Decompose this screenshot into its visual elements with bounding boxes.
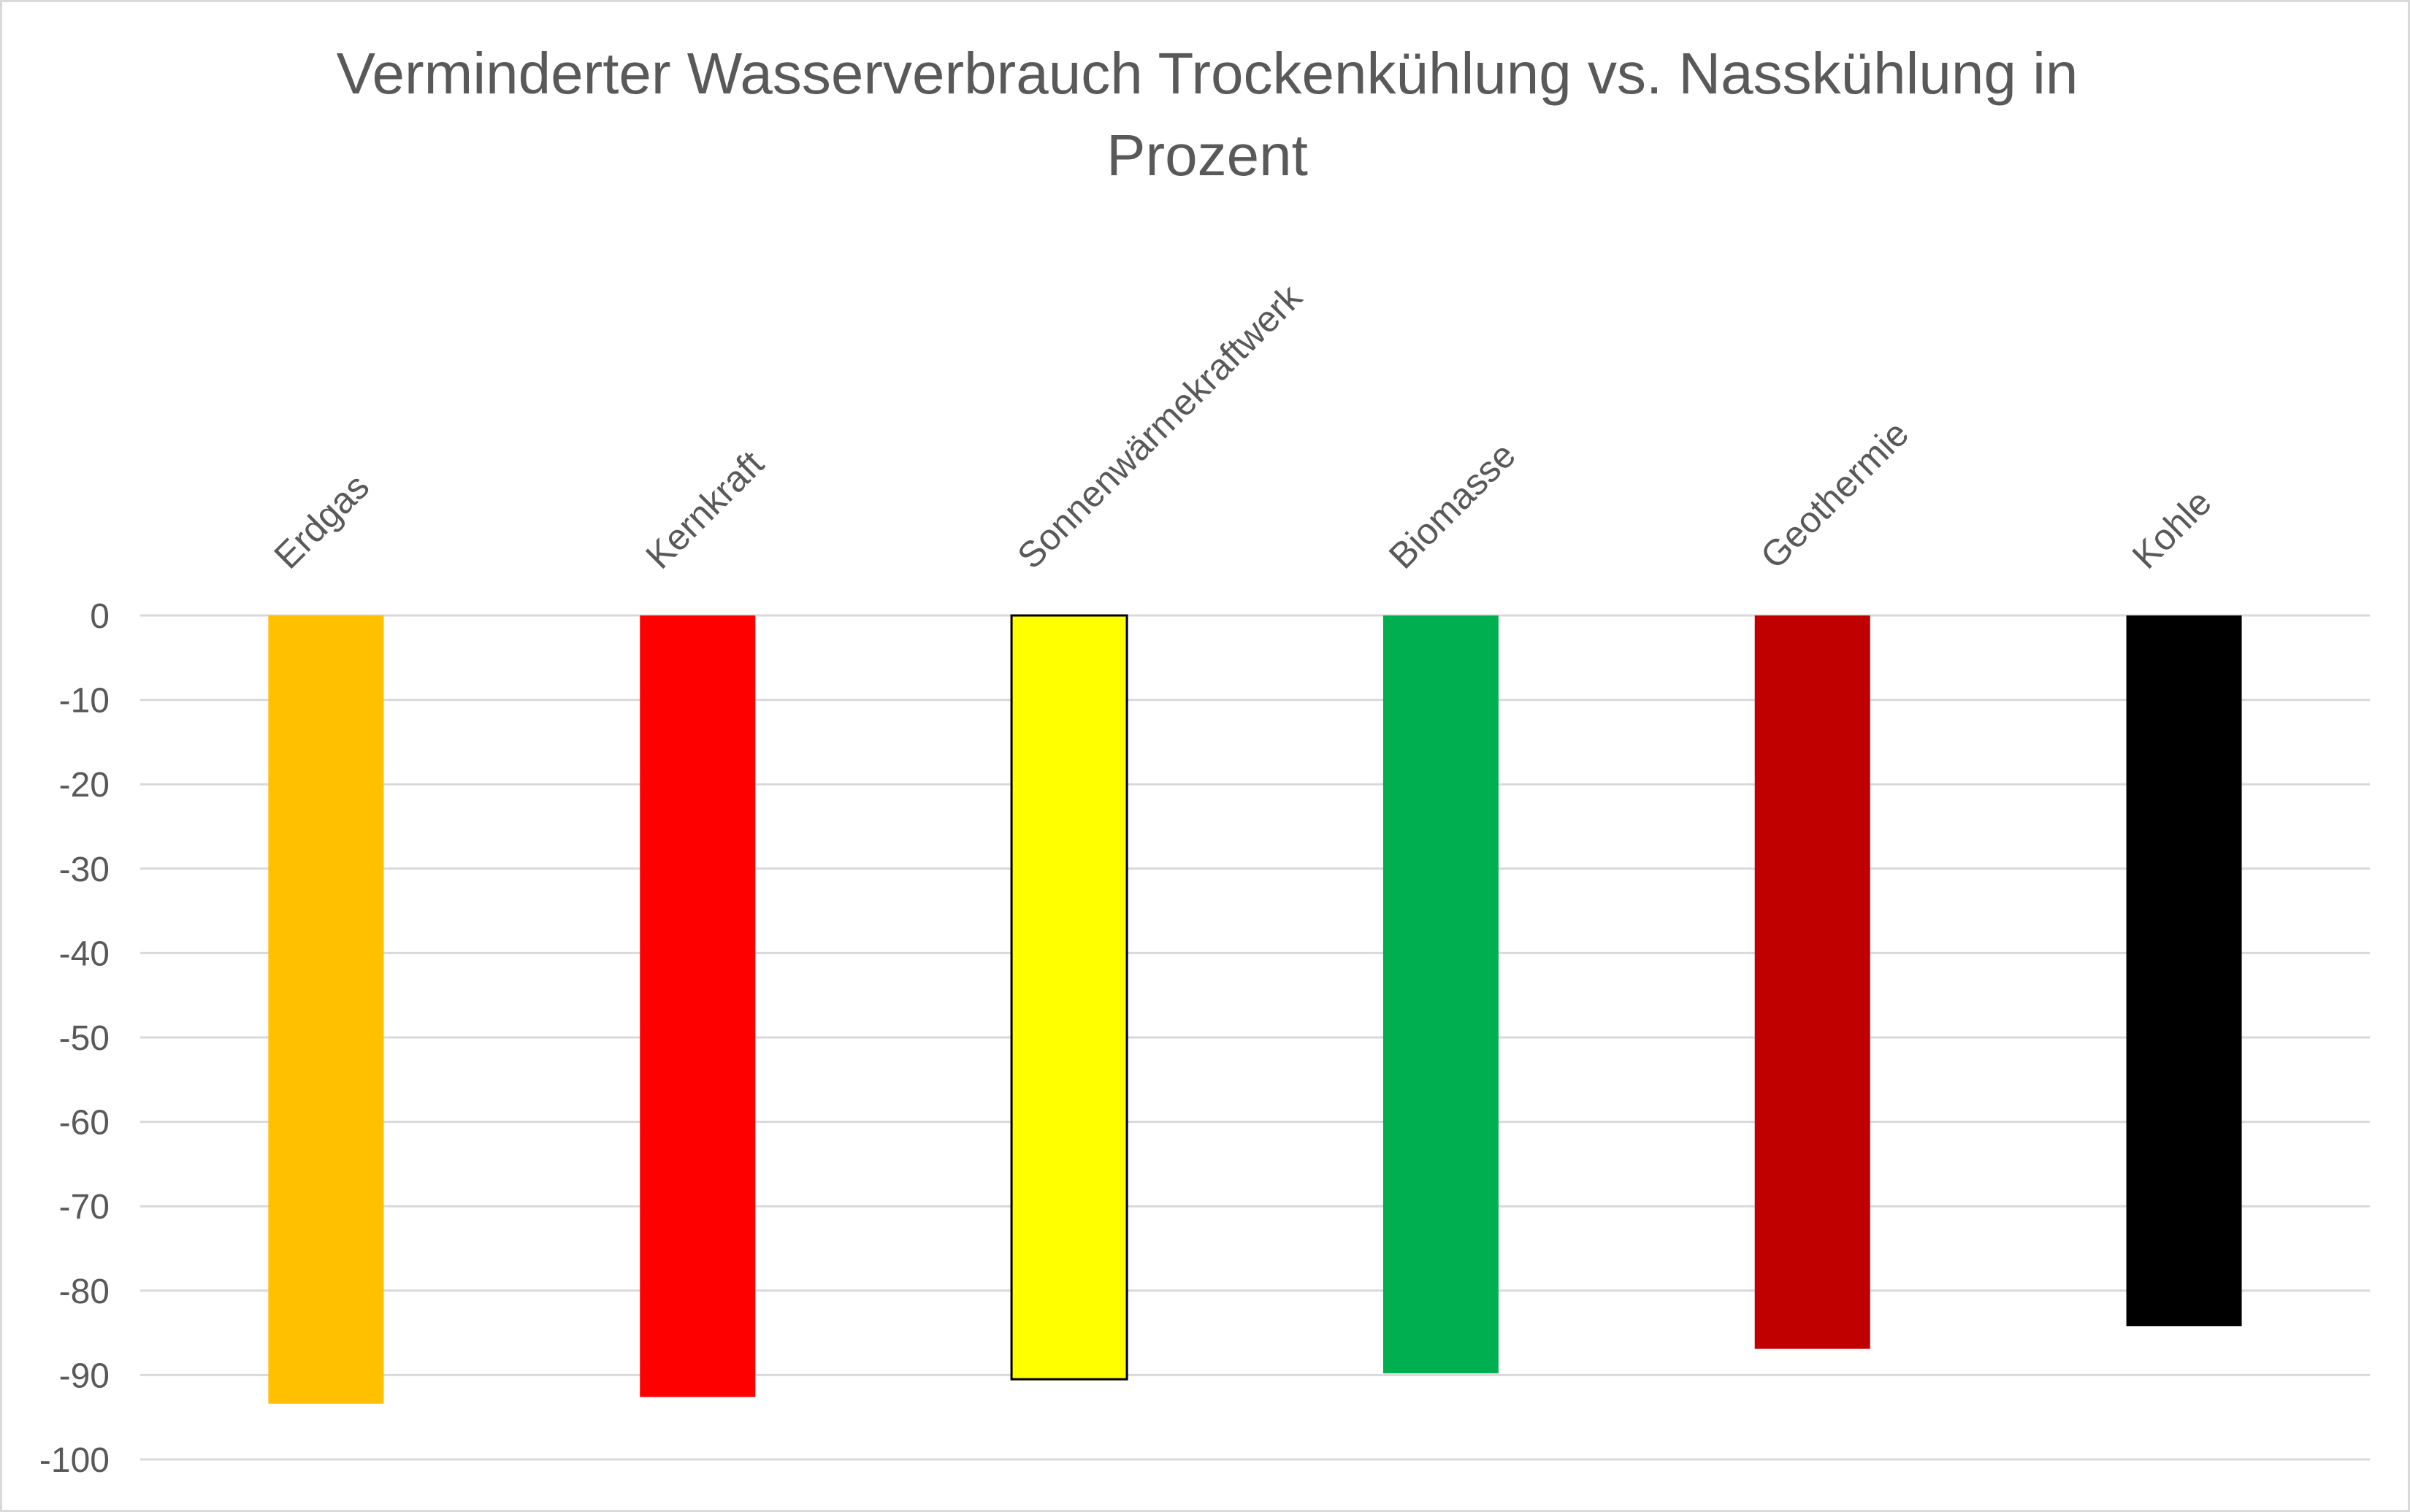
y-tick-label: -10 bbox=[59, 682, 110, 721]
y-tick-label: -30 bbox=[59, 851, 110, 889]
y-tick-label: -70 bbox=[59, 1188, 110, 1227]
y-axis-tick-labels: 0 -10 -20 -30 -40 -50 -60 -70 -80 -90 -100 bbox=[39, 597, 110, 1480]
bar-geothermie bbox=[1754, 615, 1870, 1349]
bar-kohle bbox=[2126, 615, 2242, 1327]
category-label: Kohle bbox=[2124, 482, 2219, 577]
gridlines bbox=[140, 614, 2370, 1461]
y-tick-label: -90 bbox=[59, 1356, 110, 1395]
y-tick-label: -80 bbox=[59, 1273, 110, 1311]
category-label: Geothermie bbox=[1753, 412, 1916, 576]
y-tick-label: -20 bbox=[59, 766, 110, 805]
category-label: Sonnenwärmekraftwerk bbox=[1009, 276, 1310, 577]
bar-erdgas bbox=[268, 615, 384, 1404]
category-label: Kernkraft bbox=[638, 443, 771, 577]
bar-kernkraft bbox=[640, 615, 756, 1397]
category-label: Biomasse bbox=[1381, 434, 1523, 577]
category-label: Erdgas bbox=[267, 466, 378, 577]
chart-title: Verminderter Wasserverbrauch Trockenkühl… bbox=[336, 41, 2078, 188]
bar-sonnenwärmekraftwerk bbox=[1010, 614, 1128, 1381]
y-tick-label: -40 bbox=[59, 935, 110, 973]
y-tick-label: -50 bbox=[59, 1019, 110, 1058]
y-tick-label: 0 bbox=[90, 597, 110, 636]
bars bbox=[268, 614, 2242, 1404]
y-tick-label: -60 bbox=[59, 1104, 110, 1143]
category-labels: Erdgas Kernkraft Sonnenwärmekraftwerk Bioma… bbox=[267, 276, 2219, 577]
y-tick-label: -100 bbox=[39, 1441, 110, 1480]
bar-biomasse bbox=[1382, 615, 1499, 1374]
